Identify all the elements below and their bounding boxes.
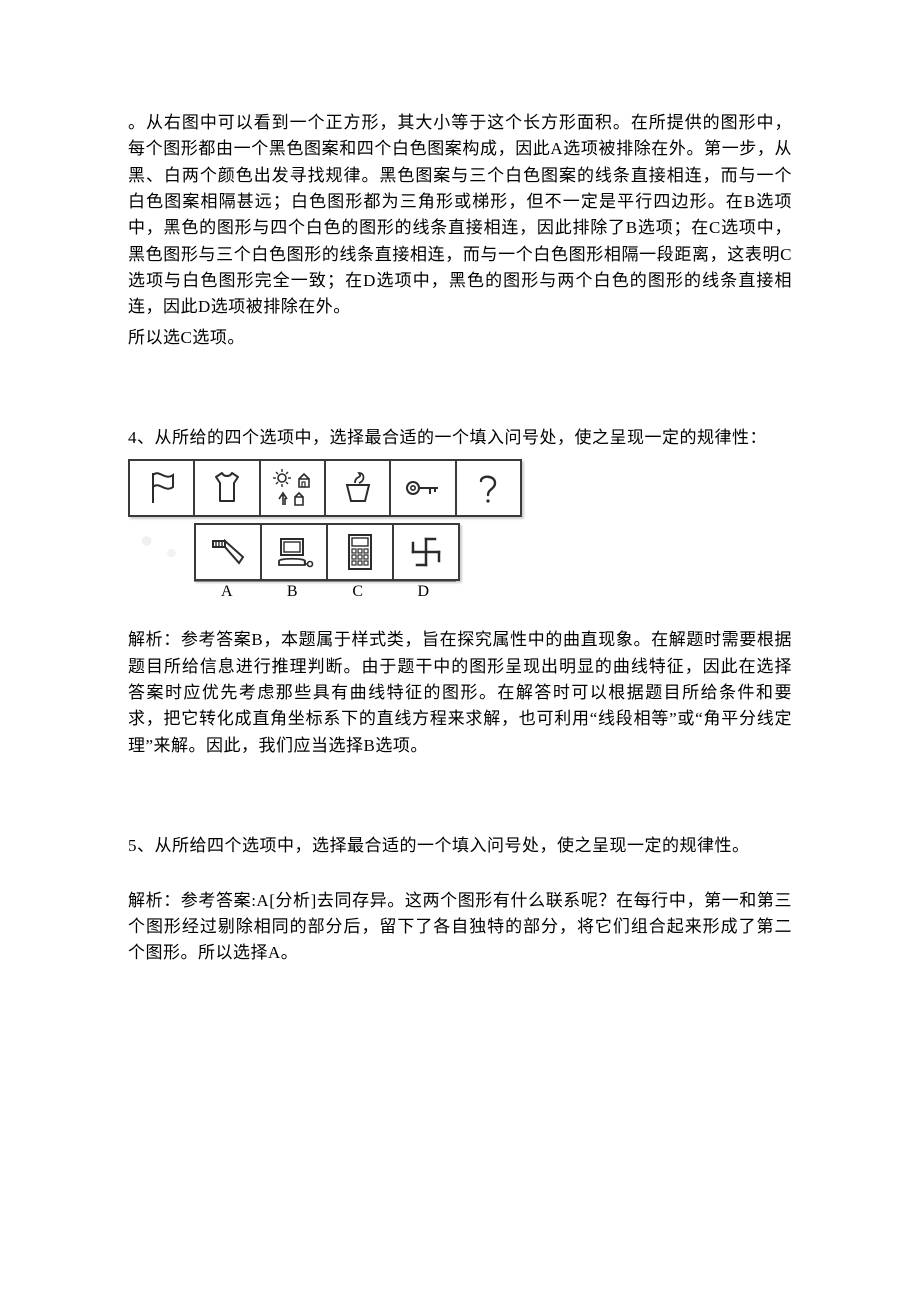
cell-opt-b-computer: [262, 525, 328, 579]
cell-tshirt: [195, 461, 260, 515]
q4-figure: A B C D: [128, 459, 792, 601]
cell-key: [391, 461, 456, 515]
q4-row1: [128, 459, 522, 517]
cell-question: [457, 461, 520, 515]
label-b: B: [260, 581, 326, 601]
label-c: C: [325, 581, 391, 601]
q3-explain-2: 所以选C选项。: [128, 325, 792, 351]
label-a: A: [194, 581, 260, 601]
cell-flag: [130, 461, 195, 515]
q4-row2: [194, 523, 460, 581]
cell-teacup: [326, 461, 391, 515]
cell-sun-house-tree: [261, 461, 326, 515]
cell-opt-c-phone: [328, 525, 394, 579]
label-d: D: [391, 581, 457, 601]
q4-option-labels: A B C D: [194, 581, 456, 601]
q5-explain: 解析：参考答案:A[分析]去同存异。这两个图形有什么联系呢？在每行中，第一和第三…: [128, 888, 792, 967]
cell-opt-a-flashlight: [196, 525, 262, 579]
q4-explain: 解析：参考答案B，本题属于样式类，旨在探究属性中的曲直现象。在解题时需要根据题目…: [128, 627, 792, 759]
q5-stem: 5、从所给四个选项中，选择最合适的一个填入问号处，使之呈现一定的规律性。: [128, 833, 792, 859]
q3-explain-1: 。从右图中可以看到一个正方形，其大小等于这个长方形面积。在所提供的图形中，每个图…: [128, 110, 792, 321]
row2-offset-deco: [128, 517, 190, 577]
q4-stem: 4、从所给的四个选项中，选择最合适的一个填入问号处，使之呈现一定的规律性：: [128, 425, 792, 451]
cell-opt-d-swastika: [394, 525, 458, 579]
